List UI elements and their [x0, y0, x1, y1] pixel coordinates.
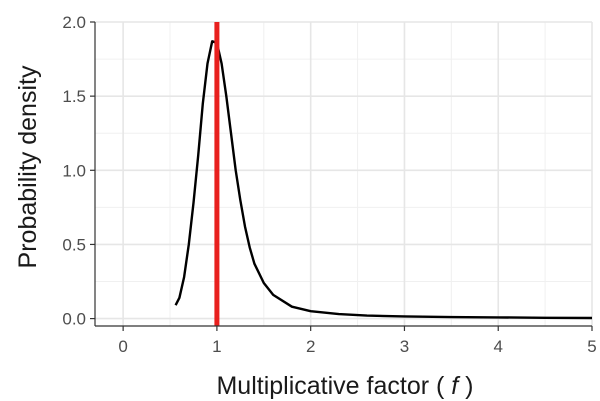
y-tick-label: 2.0 [62, 13, 86, 32]
x-axis-title: Multiplicative factor ( f ) [216, 372, 473, 400]
y-tick-label: 0.0 [62, 310, 86, 329]
series-layer [174, 22, 593, 326]
x-tick-label: 0 [118, 337, 127, 356]
x-tick-label: 2 [306, 337, 315, 356]
x-tick-label: 5 [587, 337, 596, 356]
density-curve [174, 40, 593, 320]
grid [95, 21, 593, 326]
y-axis-title: Probability density [14, 65, 42, 268]
y-tick-label: 1.0 [62, 161, 86, 180]
axes: 0 1 2 3 4 5 0.0 0.5 1.0 1.5 2.0 [62, 13, 596, 356]
x-tick-label: 1 [212, 337, 221, 356]
y-tick-label: 1.5 [62, 87, 86, 106]
y-tick-label: 0.5 [62, 235, 86, 254]
x-axis-title-symbol: f [451, 372, 461, 400]
x-axis-title-text: Multiplicative factor [216, 372, 429, 400]
x-tick-label: 4 [493, 337, 502, 356]
x-tick-label: 3 [400, 337, 409, 356]
